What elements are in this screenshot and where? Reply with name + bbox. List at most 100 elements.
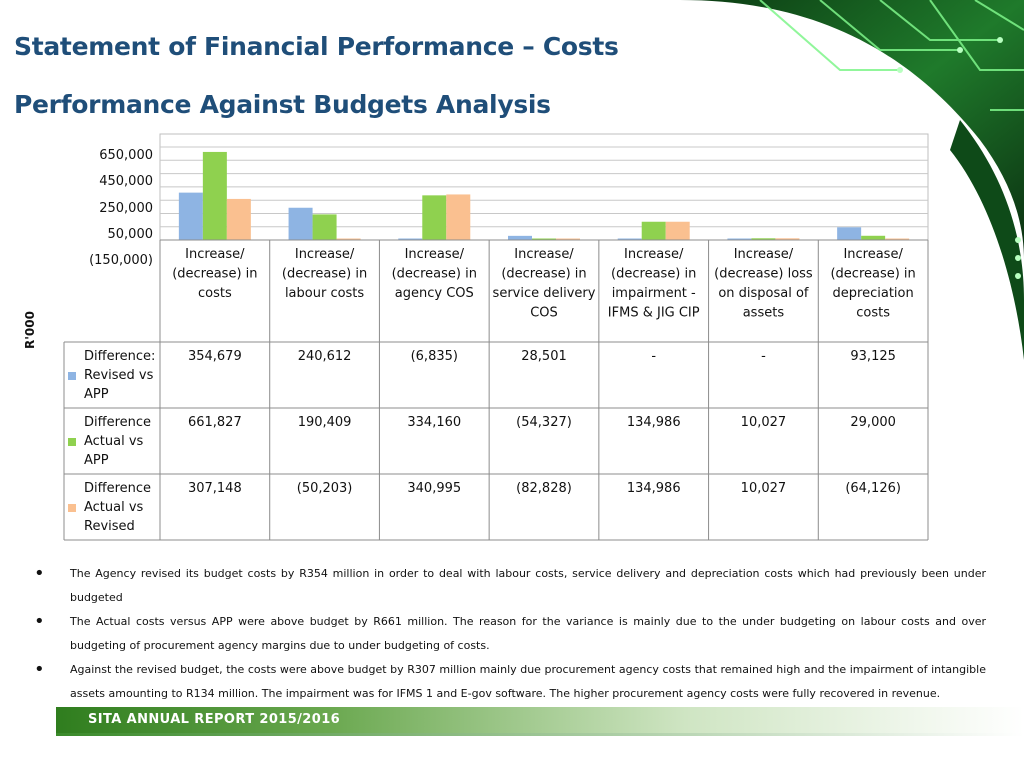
category-label: agency COS <box>395 286 474 301</box>
series-label: Actual vs <box>84 500 144 515</box>
commentary-item: • The Agency revised its budget costs by… <box>34 562 986 610</box>
data-label: (82,828) <box>516 481 572 496</box>
series-label: Difference: <box>84 349 155 364</box>
bar-3 <box>336 238 361 240</box>
data-label: 134,986 <box>627 481 681 496</box>
commentary-list: • The Agency revised its budget costs by… <box>34 562 986 706</box>
data-label: (50,203) <box>297 481 353 496</box>
series-label: Difference <box>84 481 151 496</box>
data-label: 134,986 <box>627 415 681 430</box>
commentary-text: Against the revised budget, the costs we… <box>70 663 986 700</box>
legend-key <box>68 504 76 512</box>
category-label: (decrease) loss <box>714 267 813 282</box>
footer-stripe <box>56 733 1024 736</box>
category-label: impairment - <box>612 286 696 301</box>
bar-2 <box>422 195 447 240</box>
commentary-item: • Against the revised budget, the costs … <box>34 658 986 706</box>
category-label: Increase/ <box>624 247 684 262</box>
data-label: 340,995 <box>407 481 461 496</box>
data-label: 10,027 <box>741 481 787 496</box>
data-label: 661,827 <box>188 415 242 430</box>
series-label: Actual vs <box>84 434 144 449</box>
bar-3 <box>775 238 800 240</box>
category-label: costs <box>856 306 890 321</box>
category-label: assets <box>743 306 785 321</box>
bullet-icon: • <box>34 563 45 584</box>
footer-title: SITA ANNUAL REPORT 2015/2016 <box>88 712 341 727</box>
series-label: Difference <box>84 415 151 430</box>
y-tick-label: 250,000 <box>99 201 153 216</box>
bar-2 <box>202 151 227 240</box>
data-label: 93,125 <box>850 349 896 364</box>
category-label: Increase/ <box>405 247 465 262</box>
bar-1 <box>727 238 752 240</box>
data-label: 240,612 <box>298 349 352 364</box>
category-label: Increase/ <box>734 247 794 262</box>
data-label: 307,148 <box>188 481 242 496</box>
category-label: IFMS & JIG CIP <box>608 306 700 321</box>
legend-key <box>68 438 76 446</box>
category-label: Increase/ <box>185 247 245 262</box>
data-label: - <box>651 349 656 364</box>
bar-3 <box>446 194 471 240</box>
bullet-icon: • <box>34 611 45 632</box>
footer-banner <box>56 707 1024 733</box>
bar-2 <box>861 235 886 240</box>
bar-3 <box>885 238 910 240</box>
bar-1 <box>288 207 313 240</box>
category-label: COS <box>530 306 558 321</box>
commentary-item: • The Actual costs versus APP were above… <box>34 610 986 658</box>
category-label: costs <box>198 286 232 301</box>
category-label: (decrease) in <box>392 267 477 282</box>
category-label: depreciation <box>833 286 914 301</box>
data-label: (6,835) <box>411 349 458 364</box>
page-title: Statement of Financial Performance – Cos… <box>14 32 619 61</box>
bar-3 <box>556 238 580 240</box>
series-label: Revised <box>84 519 135 534</box>
series-label: Revised vs <box>84 368 154 383</box>
page-subtitle: Performance Against Budgets Analysis <box>14 90 551 119</box>
commentary-text: The Agency revised its budget costs by R… <box>70 567 986 604</box>
bar-2 <box>312 214 337 240</box>
data-label: 354,679 <box>188 349 242 364</box>
bar-3 <box>226 198 251 240</box>
data-label: - <box>761 349 766 364</box>
bar-2 <box>641 221 666 240</box>
category-label: (decrease) in <box>282 267 367 282</box>
y-tick-label: 650,000 <box>99 148 153 163</box>
commentary-text: The Actual costs versus APP were above b… <box>70 615 986 652</box>
category-label: (decrease) in <box>172 267 257 282</box>
bar-1 <box>617 238 642 240</box>
data-label: 28,501 <box>521 349 567 364</box>
category-label: Increase/ <box>295 247 355 262</box>
legend-key <box>68 372 76 380</box>
bar-1 <box>178 192 203 240</box>
data-label: (54,327) <box>516 415 572 430</box>
y-tick-label: 450,000 <box>99 174 153 189</box>
category-label: (decrease) in <box>501 267 586 282</box>
category-label: Increase/ <box>514 247 574 262</box>
y-axis-label: R'000 <box>23 311 37 349</box>
series-label: APP <box>84 387 109 402</box>
budget-variance-chart: 650,000 450,000 250,000 50,000 (150,000) Incr… <box>63 133 929 541</box>
data-label: 29,000 <box>850 415 896 430</box>
bar-1 <box>508 235 532 240</box>
category-label: Increase/ <box>843 247 903 262</box>
series-label: APP <box>84 453 109 468</box>
category-label: (decrease) in <box>611 267 696 282</box>
category-label: service delivery <box>493 286 596 301</box>
y-tick-label: (150,000) <box>89 253 153 268</box>
data-label: 334,160 <box>407 415 461 430</box>
bullet-icon: • <box>34 659 45 680</box>
bar-1 <box>837 227 862 240</box>
y-tick-label: 50,000 <box>108 227 154 242</box>
category-label: on disposal of <box>718 286 809 301</box>
bar-1 <box>398 238 423 240</box>
category-label: (decrease) in <box>830 267 915 282</box>
data-label: (64,126) <box>845 481 901 496</box>
bar-2 <box>532 238 556 240</box>
bar-3 <box>665 221 690 240</box>
category-label: labour costs <box>285 286 364 301</box>
data-label: 10,027 <box>741 415 787 430</box>
